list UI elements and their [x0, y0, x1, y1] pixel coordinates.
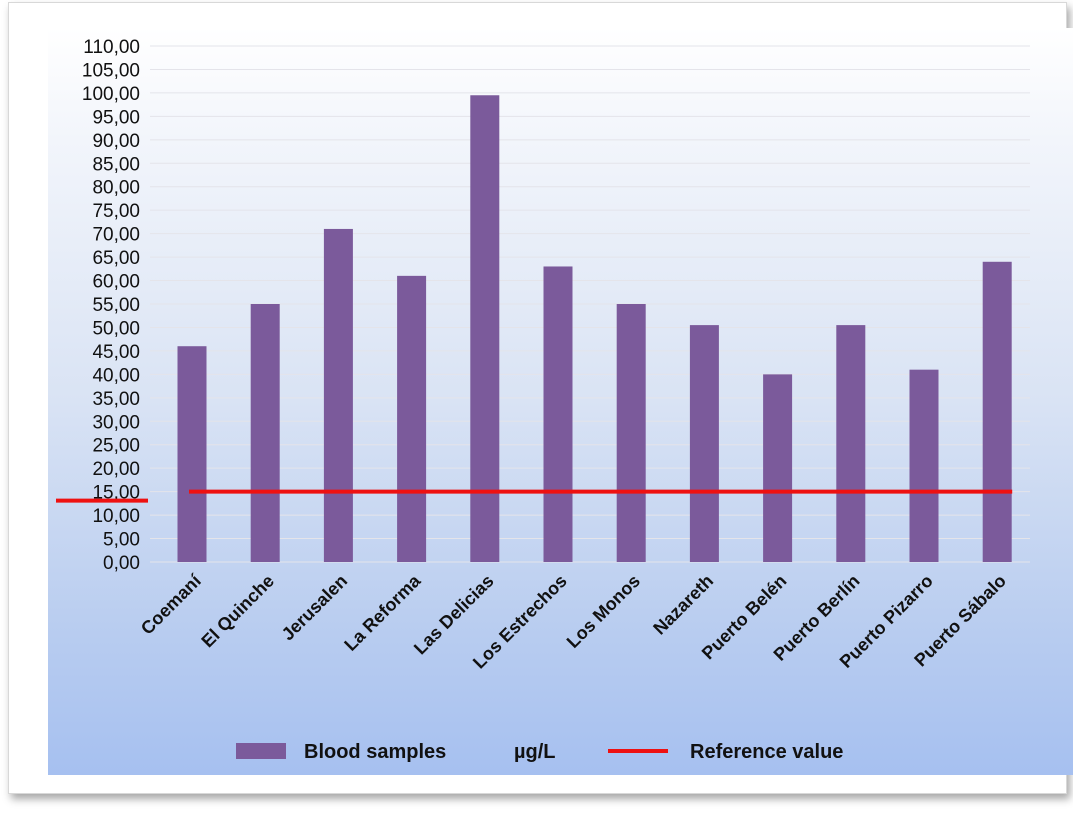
bar [616, 304, 646, 562]
y-tick-label: 45,00 [92, 342, 140, 363]
bar [689, 325, 719, 562]
gridlines [150, 45, 1030, 563]
bar [470, 95, 500, 562]
x-tick-label: El Quinche [197, 571, 278, 652]
bar [836, 325, 866, 562]
y-tick-label: 60,00 [92, 272, 140, 293]
y-tick-label: 20,00 [92, 459, 140, 480]
legend-swatch-blood-samples [236, 743, 286, 759]
y-tick-label: 0,00 [103, 553, 140, 574]
x-tick-label: Nazareth [649, 571, 717, 639]
bar [982, 261, 1012, 562]
bar [397, 275, 427, 562]
y-tick-label: 25,00 [92, 436, 140, 457]
bars [177, 95, 1012, 563]
y-tick-label: 30,00 [92, 412, 140, 433]
x-tick-label: Coemaní [137, 570, 206, 639]
y-tick-label: 40,00 [92, 365, 140, 386]
y-tick-label: 15,00 [92, 483, 140, 504]
y-tick-label: 110,00 [83, 37, 140, 58]
legend-label-reference-value: Reference value [690, 741, 843, 763]
legend: Blood samples µg/L Reference value [236, 741, 843, 763]
y-tick-label: 5,00 [103, 530, 140, 551]
y-tick-label: 105,00 [82, 60, 140, 81]
y-tick-label: 80,00 [92, 178, 140, 199]
y-tick-label: 100,00 [82, 84, 140, 105]
y-tick-label: 65,00 [92, 248, 140, 269]
bar [323, 228, 353, 563]
y-tick-label: 35,00 [92, 389, 140, 410]
bar [909, 369, 939, 562]
y-tick-label: 95,00 [92, 107, 140, 128]
bar [763, 374, 793, 562]
legend-unit-label: µg/L [514, 741, 556, 763]
y-tick-label: 85,00 [92, 154, 140, 175]
y-tick-label: 55,00 [92, 295, 140, 316]
y-tick-label: 10,00 [92, 506, 140, 527]
x-tick-label: Los Monos [563, 571, 644, 652]
legend-label-blood-samples: Blood samples [304, 741, 446, 763]
bar [250, 304, 280, 562]
y-tick-label: 70,00 [92, 225, 140, 246]
y-tick-label: 75,00 [92, 201, 140, 222]
y-tick-label: 50,00 [92, 318, 140, 339]
y-tick-label: 90,00 [92, 131, 140, 152]
reference-line-group [56, 489, 1013, 503]
bar [177, 346, 207, 562]
bar [543, 266, 573, 562]
x-tick-label: Jerusalen [278, 571, 352, 645]
